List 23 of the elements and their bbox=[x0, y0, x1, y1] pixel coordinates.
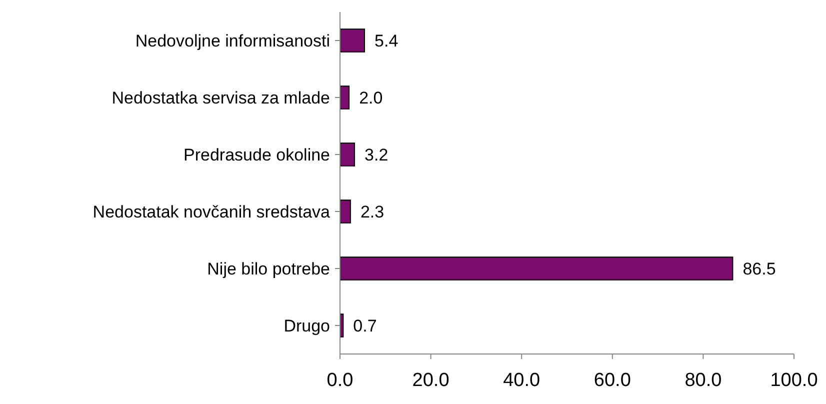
y-tick-label: Nedovoljne informisanosti bbox=[135, 31, 330, 50]
x-tick-label: 100.0 bbox=[770, 370, 818, 391]
x-tick-label: 0.0 bbox=[326, 370, 354, 391]
x-tick-label: 60.0 bbox=[594, 370, 631, 391]
x-tick-label: 80.0 bbox=[684, 370, 722, 391]
x-tick-label: 40.0 bbox=[503, 370, 540, 391]
y-tick-label: Drugo bbox=[284, 316, 330, 336]
data-label: 3.2 bbox=[364, 145, 388, 164]
y-tick-label: Nedostatka servisa za mlade bbox=[112, 88, 330, 108]
data-label: 86.5 bbox=[742, 259, 776, 278]
x-tick-label: 20.0 bbox=[412, 370, 450, 391]
bar bbox=[340, 142, 356, 166]
y-tick-label: Predrasude okoline bbox=[184, 145, 330, 164]
data-label: 2.3 bbox=[360, 202, 384, 222]
data-label: 2.0 bbox=[359, 88, 383, 108]
data-label: 5.4 bbox=[374, 31, 398, 50]
bar bbox=[340, 200, 351, 224]
data-label: 0.7 bbox=[353, 316, 377, 336]
bar bbox=[340, 256, 734, 280]
y-tick-label: Nije bilo potrebe bbox=[207, 259, 330, 278]
bar bbox=[340, 28, 366, 52]
y-tick-label: Nedostatak novčanih sredstava bbox=[92, 202, 331, 222]
bar bbox=[340, 86, 350, 110]
